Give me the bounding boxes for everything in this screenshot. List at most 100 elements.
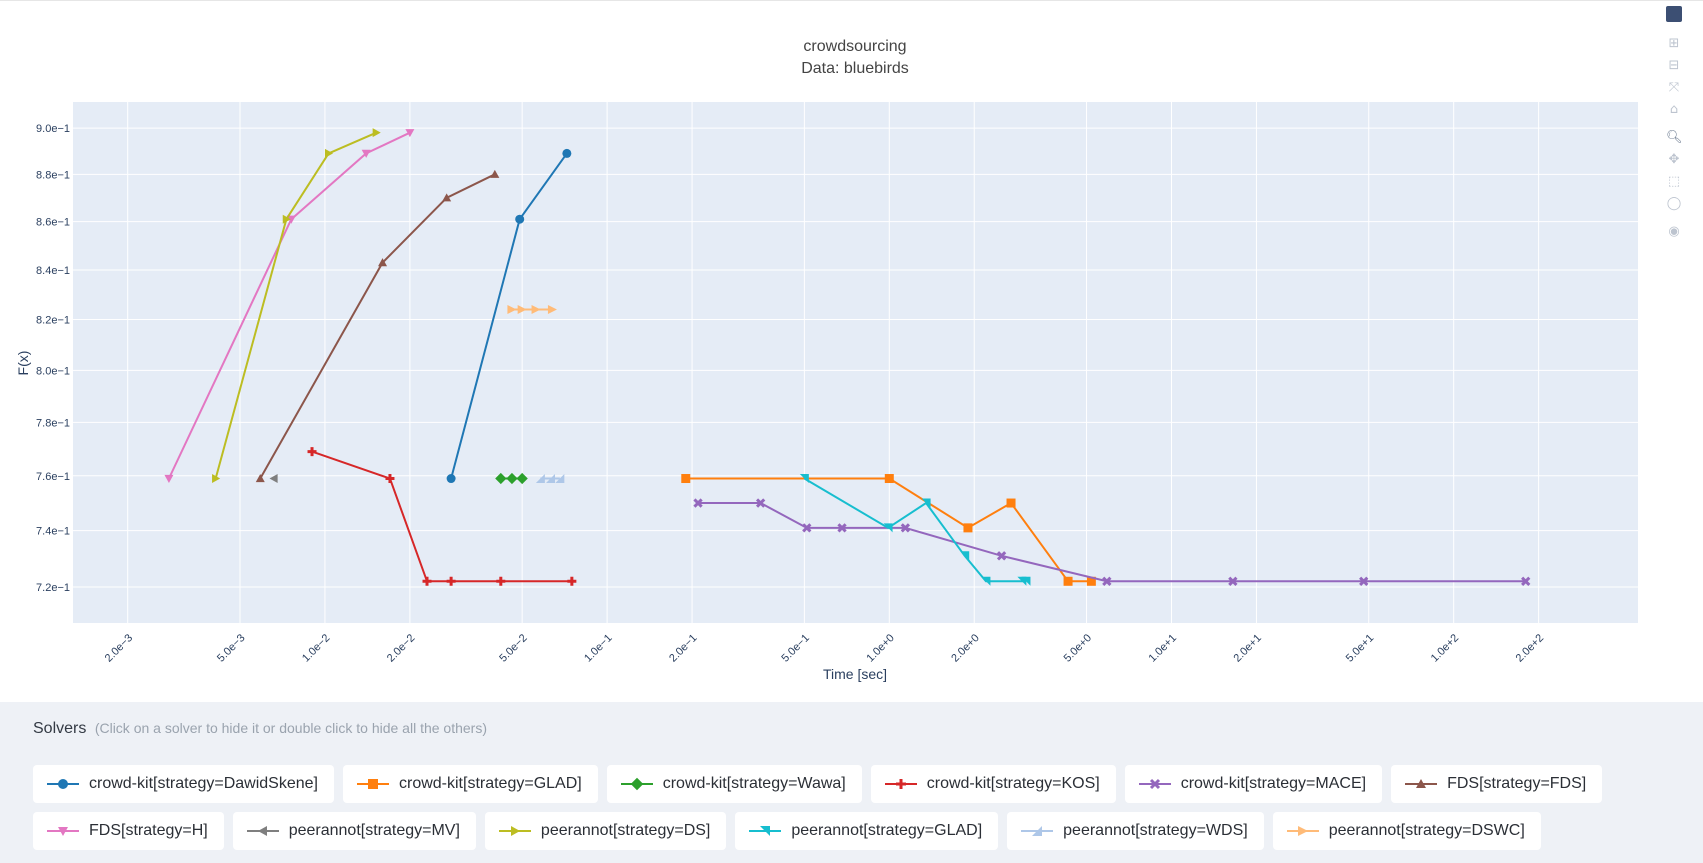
data-point[interactable] <box>212 474 221 484</box>
solver-chip[interactable]: FDS[strategy=FDS] <box>1391 765 1603 803</box>
series-group[interactable] <box>446 148 572 484</box>
plotly-logo-icon[interactable] <box>1666 6 1682 22</box>
legend-marker[interactable] <box>257 826 267 836</box>
series-group[interactable] <box>307 447 577 586</box>
data-point[interactable] <box>900 523 911 533</box>
series-line[interactable] <box>311 450 572 583</box>
legend-marker[interactable] <box>510 826 520 836</box>
data-point[interactable] <box>324 148 334 158</box>
data-point[interactable] <box>515 214 525 224</box>
data-point[interactable] <box>495 472 507 485</box>
data-point[interactable] <box>422 576 432 586</box>
series-group[interactable] <box>255 169 500 483</box>
data-point[interactable] <box>361 149 371 158</box>
reset-axes-icon[interactable]: ⌂ <box>1669 102 1679 117</box>
data-point[interactable] <box>837 523 847 533</box>
series-group[interactable] <box>799 474 1031 586</box>
plot-background[interactable] <box>73 102 1638 623</box>
legend-marker[interactable] <box>367 779 378 789</box>
legend-marker[interactable] <box>58 779 68 789</box>
series-line[interactable] <box>259 173 496 480</box>
data-point[interactable] <box>1521 576 1531 586</box>
data-point[interactable] <box>385 474 395 484</box>
data-point[interactable] <box>1021 576 1031 586</box>
data-point[interactable] <box>960 551 970 561</box>
data-point[interactable] <box>963 523 973 533</box>
data-point[interactable] <box>1063 576 1073 586</box>
solver-chip[interactable]: peerannot[strategy=WDS] <box>1007 812 1264 850</box>
data-point[interactable] <box>282 214 291 224</box>
solver-chip[interactable]: crowd-kit[strategy=GLAD] <box>342 765 598 803</box>
series-group[interactable] <box>535 474 565 484</box>
solver-chip[interactable]: crowd-kit[strategy=Wawa] <box>606 765 862 803</box>
data-point[interactable] <box>490 169 500 178</box>
data-point[interactable] <box>1228 576 1238 586</box>
data-point[interactable] <box>555 474 565 484</box>
data-point[interactable] <box>405 129 415 138</box>
solver-chip[interactable]: peerannot[strategy=DSWC] <box>1272 812 1541 850</box>
data-point[interactable] <box>981 576 991 586</box>
data-point[interactable] <box>516 472 528 485</box>
data-point[interactable] <box>996 551 1007 561</box>
series-line[interactable] <box>168 131 411 479</box>
data-point[interactable] <box>799 474 809 484</box>
legend-marker[interactable] <box>1416 779 1427 788</box>
series-line[interactable] <box>214 131 377 479</box>
series-group[interactable] <box>507 305 557 315</box>
solver-chip[interactable]: peerannot[strategy=DS] <box>484 812 727 850</box>
series-group[interactable] <box>495 472 528 485</box>
autoscale-icon[interactable]: ⤧ <box>1668 80 1680 95</box>
data-point[interactable] <box>446 474 456 484</box>
data-point[interactable] <box>883 523 893 533</box>
chart-svg[interactable]: 2.0e−3 5.0e−3 1.0e−2 2.0e−2 5.0e−2 1.0e−1 2.0e… <box>0 2 1703 702</box>
data-point[interactable] <box>531 305 541 315</box>
solver-chip[interactable]: crowd-kit[strategy=DawidSkene] <box>33 765 334 803</box>
legend-marker[interactable] <box>895 779 906 789</box>
lasso-select-icon[interactable]: ◯ <box>1666 196 1682 211</box>
data-point[interactable] <box>506 472 518 485</box>
data-point[interactable] <box>286 215 296 224</box>
data-point[interactable] <box>562 148 572 158</box>
data-point[interactable] <box>255 474 265 483</box>
data-point[interactable] <box>545 474 555 484</box>
data-point[interactable] <box>567 576 577 586</box>
data-point[interactable] <box>755 498 766 508</box>
solver-chip[interactable]: FDS[strategy=H] <box>33 812 224 850</box>
data-point[interactable] <box>535 474 545 484</box>
data-point[interactable] <box>507 305 517 315</box>
zoom-in-icon[interactable]: ⊞ <box>1668 36 1680 51</box>
zoom-icon[interactable]: 🔍︎ <box>1666 130 1683 145</box>
data-point[interactable] <box>446 576 456 586</box>
solver-chip[interactable]: crowd-kit[strategy=MACE] <box>1124 765 1383 803</box>
data-point[interactable] <box>681 474 691 484</box>
series-group[interactable] <box>212 128 381 484</box>
data-point[interactable] <box>496 576 506 586</box>
data-point[interactable] <box>372 128 381 138</box>
data-point[interactable] <box>921 498 931 508</box>
data-point[interactable] <box>1086 576 1096 586</box>
data-point[interactable] <box>1006 498 1016 508</box>
data-point[interactable] <box>1102 576 1112 586</box>
plot-area[interactable]: 2.0e−3 5.0e−3 1.0e−2 2.0e−2 5.0e−2 1.0e−1 2.0e… <box>0 2 1703 702</box>
data-point[interactable] <box>547 305 557 315</box>
data-point[interactable] <box>442 193 452 202</box>
pan-icon[interactable]: ✥ <box>1668 152 1680 167</box>
series-group[interactable] <box>681 474 1096 586</box>
camera-icon[interactable]: ◉ <box>1668 224 1680 239</box>
data-point[interactable] <box>378 258 388 267</box>
legend-marker[interactable] <box>760 826 771 836</box>
data-point[interactable] <box>693 498 703 508</box>
data-point[interactable] <box>802 523 812 533</box>
box-select-icon[interactable]: ⬚ <box>1667 174 1681 189</box>
data-point[interactable] <box>884 474 894 484</box>
solver-chip[interactable]: crowd-kit[strategy=KOS] <box>870 765 1116 803</box>
data-point[interactable] <box>307 447 317 457</box>
legend-marker[interactable] <box>1032 826 1043 836</box>
legend-marker[interactable] <box>1149 778 1160 790</box>
series-group[interactable] <box>269 474 278 484</box>
data-point[interactable] <box>517 305 527 315</box>
series-group[interactable] <box>164 129 415 484</box>
legend-marker[interactable] <box>58 827 68 836</box>
legend-marker[interactable] <box>1297 826 1308 836</box>
solver-chip[interactable]: peerannot[strategy=GLAD] <box>735 812 999 850</box>
